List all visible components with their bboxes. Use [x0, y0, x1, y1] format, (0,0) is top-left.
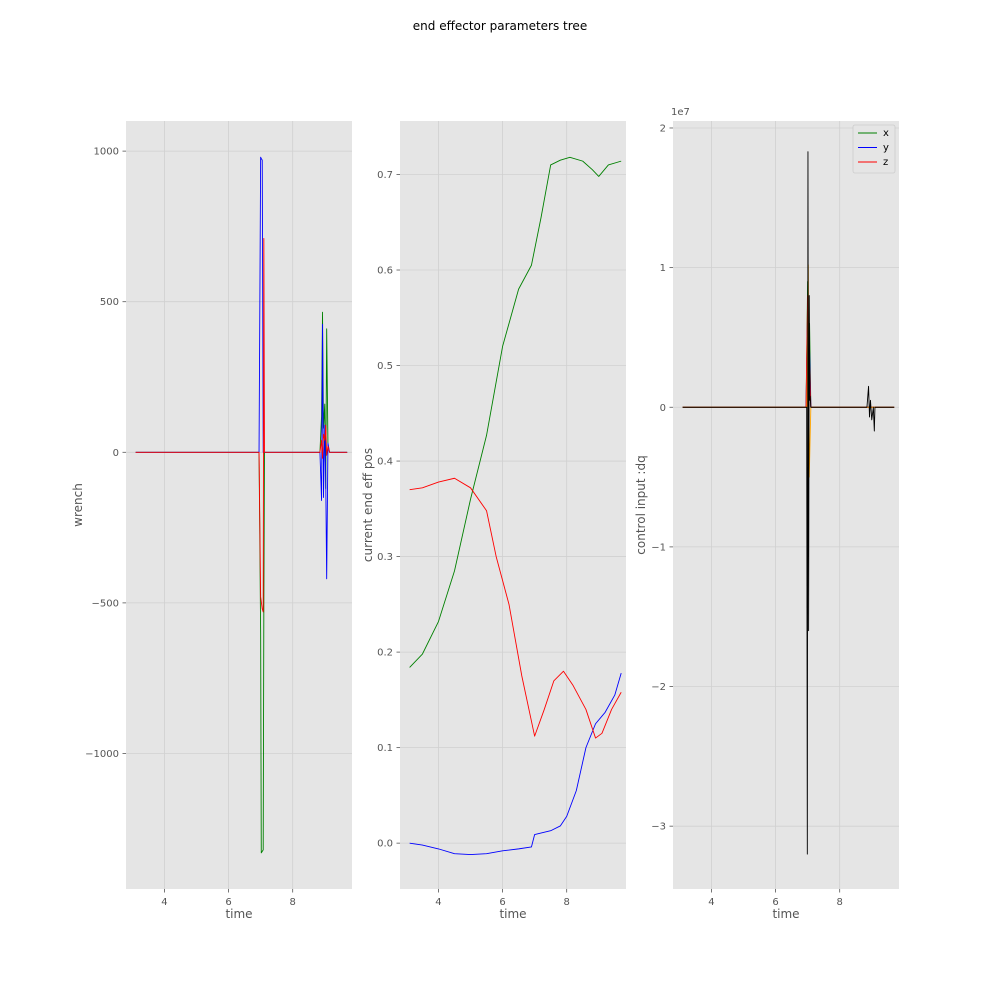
y-tick-label: 0 — [660, 403, 666, 414]
plot-area — [400, 121, 626, 889]
y-tick-label: 1000 — [94, 147, 119, 158]
y-axis-label: control input :dq — [634, 455, 648, 554]
y-axis-label: wrench — [71, 483, 85, 527]
subplot-3: 4 6 8 −3 −2 −1 0 1 2 time control input :dq 1e7 xyz — [634, 107, 899, 921]
series-line-1 — [409, 156, 622, 668]
x-axis-label: time — [772, 907, 799, 921]
series-line-2 — [409, 672, 622, 856]
x-tick-label: 8 — [564, 897, 570, 908]
y-tick-label: 500 — [100, 297, 119, 308]
x-tick-label: 6 — [499, 897, 505, 908]
x-axis-label: time — [499, 907, 526, 921]
plot-area — [673, 121, 899, 889]
figure-title: end effector parameters tree — [413, 19, 587, 33]
y-tick-label: −500 — [92, 598, 119, 609]
y-axis-label: current end eff pos — [361, 448, 375, 562]
y-tick-label: −2 — [651, 682, 666, 693]
subplot-2: 4 6 8 0.0 0.1 0.2 0.3 0.4 0.5 0.6 0.7 time current e… — [361, 121, 626, 921]
y-tick-label: 0.3 — [377, 552, 393, 563]
y-tick-label: 0 — [113, 448, 119, 459]
legend-box — [852, 124, 896, 174]
y-tick-label: 0.7 — [377, 170, 393, 181]
x-tick-label: 8 — [837, 897, 843, 908]
plot-area — [126, 121, 352, 889]
x-tick-label: 8 — [290, 897, 296, 908]
legend: xyz — [852, 124, 896, 174]
y-tick-label: 0.4 — [377, 457, 393, 468]
y-tick-label: 0.6 — [377, 266, 393, 277]
x-tick-label: 6 — [772, 897, 778, 908]
y-tick-label: 0.2 — [377, 648, 393, 659]
y-tick-label: −3 — [651, 822, 666, 833]
series-line-2 — [135, 156, 348, 580]
y-tick-label: −1 — [651, 542, 666, 553]
legend-label-y: y — [883, 143, 889, 154]
x-tick-label: 4 — [161, 897, 167, 908]
x-tick-label: 4 — [708, 897, 714, 908]
y-tick-label: 0.5 — [377, 361, 393, 372]
y-tick-label: 0.1 — [377, 743, 393, 754]
y-tick-label: 2 — [660, 123, 666, 134]
legend-label-z: z — [883, 157, 888, 168]
y-axis-exponent: 1e7 — [671, 107, 690, 118]
y-tick-label: −1000 — [85, 749, 119, 760]
series-line-5 — [682, 151, 895, 855]
x-tick-label: 6 — [225, 897, 231, 908]
subplot-1: 4 6 8 −1000 −500 0 500 1000 time wrench — [71, 121, 352, 921]
x-tick-label: 4 — [435, 897, 441, 908]
x-axis-label: time — [225, 907, 252, 921]
y-tick-label: 0.0 — [377, 839, 393, 850]
series-line-3 — [135, 238, 348, 613]
legend-label-x: x — [883, 128, 889, 139]
series-line-3 — [409, 477, 622, 739]
y-tick-label: 1 — [660, 263, 666, 274]
